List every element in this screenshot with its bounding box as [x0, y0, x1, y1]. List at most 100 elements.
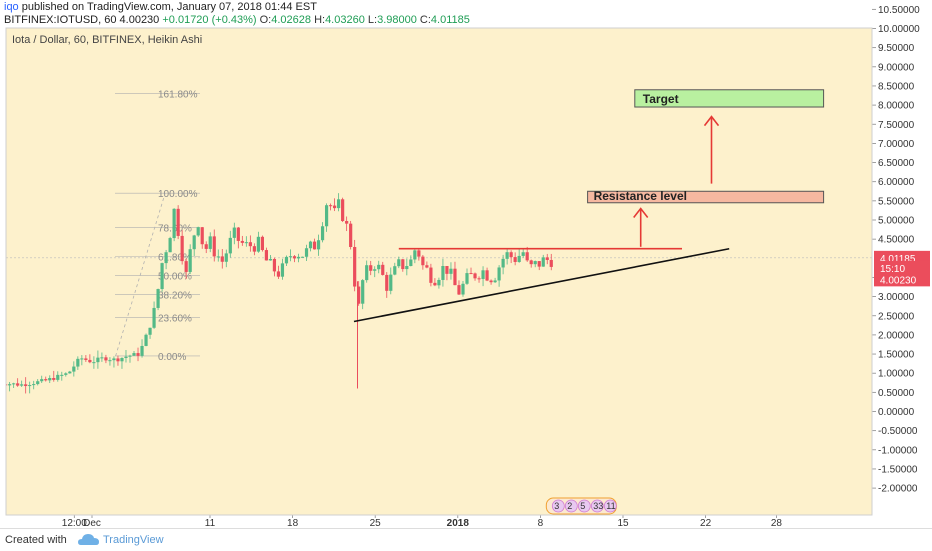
- created-with-text: Created with: [5, 534, 67, 546]
- candle-body: [501, 258, 505, 268]
- candle-body: [425, 265, 429, 268]
- tradingview-cloud-icon[interactable]: [78, 533, 100, 547]
- close-label: C:: [419, 14, 431, 26]
- candle-body: [453, 268, 457, 286]
- candle-body: [433, 282, 437, 286]
- candle-body: [52, 377, 56, 380]
- event-marker-label: 5: [580, 501, 585, 511]
- candle-body: [276, 271, 281, 277]
- candle-body: [192, 235, 196, 250]
- price-axis-label: 1.00000: [878, 369, 915, 380]
- candle-body: [296, 256, 301, 259]
- candle-body: [60, 374, 64, 376]
- candle-body: [152, 307, 156, 328]
- candle-body: [56, 374, 60, 380]
- time-axis-label: 25: [370, 518, 382, 528]
- candle-body: [148, 327, 152, 335]
- price-axis-label: 2.50000: [878, 311, 915, 322]
- time-axis-label: 12:00: [62, 518, 87, 528]
- candle-body: [497, 267, 501, 281]
- candle-body: [8, 384, 12, 386]
- candle-body: [224, 253, 228, 262]
- candle-body: [6, 384, 8, 386]
- candle-body: [545, 257, 549, 260]
- candle-body: [341, 199, 345, 222]
- candle-body: [156, 289, 160, 308]
- time-axis-label: 2018: [447, 518, 470, 528]
- candle-body: [513, 257, 517, 262]
- price-label-text: 15:10: [880, 264, 905, 275]
- resistance-box-label: Resistance level: [594, 189, 687, 203]
- candle-body: [405, 265, 409, 270]
- candle-body: [288, 256, 293, 258]
- candle-body: [280, 263, 285, 277]
- candle-body: [92, 362, 96, 364]
- fib-trend-line: [115, 193, 166, 357]
- candle-body: [337, 199, 341, 209]
- chart-title: Iota / Dollar, 60, BITFINEX, Heikin Ashi: [12, 34, 202, 46]
- candle-body: [212, 236, 216, 257]
- price-axis-label: -2.00000: [878, 484, 918, 495]
- candle-body: [44, 379, 48, 381]
- candle-body: [445, 266, 449, 274]
- author-link[interactable]: iqo: [4, 1, 19, 13]
- fib-level-label: 161.80%: [158, 90, 198, 101]
- candle-body: [377, 264, 381, 270]
- candle-body: [64, 373, 68, 375]
- candle-body: [36, 381, 40, 385]
- candle-body: [204, 244, 208, 249]
- price-axis-label: -1.50000: [878, 464, 918, 475]
- fib-level-label: 38.20%: [158, 291, 192, 302]
- candle-body: [537, 261, 541, 267]
- price-axis-label: 6.50000: [878, 158, 915, 169]
- target-box: [634, 89, 825, 108]
- last-price: 4.00230: [119, 14, 160, 26]
- price-axis-label: 8.50000: [878, 81, 915, 92]
- price-label-text: 4.01185: [880, 254, 916, 265]
- price-chart[interactable]: Iota / Dollar, 60, BITFINEX, Heikin Ashi…: [0, 0, 932, 528]
- price-axis-label: 4.50000: [878, 235, 915, 246]
- candle-body: [369, 265, 373, 271]
- time-axis-label: 15: [617, 518, 629, 528]
- candle-body: [485, 270, 489, 281]
- price-axis-label: 5.50000: [878, 196, 915, 207]
- candle-body: [208, 236, 212, 249]
- candle-body: [393, 266, 397, 275]
- candle-body: [128, 355, 132, 357]
- candle-body: [132, 353, 136, 356]
- candle-body: [196, 227, 200, 236]
- candle-body: [248, 242, 252, 247]
- candle-body: [461, 283, 465, 295]
- tradingview-brand[interactable]: TradingView: [103, 534, 164, 546]
- candle-body: [324, 205, 329, 227]
- publish-info: published on TradingView.com, January 07…: [21, 1, 317, 13]
- candle-body: [72, 366, 76, 372]
- candle-body: [112, 358, 116, 361]
- arrow-small-head: [633, 207, 649, 219]
- arrow-large-head: [703, 115, 720, 127]
- time-axis-label: 28: [771, 518, 783, 528]
- candle-body: [80, 358, 84, 360]
- candle-body: [509, 252, 513, 258]
- price-label-box: [874, 260, 930, 275]
- close-value: 4.01185: [430, 14, 470, 26]
- price-axis-label: -0.50000: [878, 426, 918, 437]
- candle-body: [361, 280, 365, 304]
- high-label: H:: [314, 14, 326, 26]
- price-axis-label: 10.50000: [878, 5, 920, 16]
- candle-body: [256, 236, 260, 252]
- candle-body: [48, 377, 52, 381]
- candle-body: [200, 227, 204, 245]
- event-marker-label: 11: [606, 501, 615, 511]
- publish-line: iqo published on TradingView.com, Januar…: [4, 1, 317, 13]
- candle-body: [300, 256, 305, 258]
- candle-body: [228, 237, 232, 254]
- candle-body: [100, 357, 104, 359]
- candle-body: [517, 255, 521, 262]
- candle-body: [541, 257, 545, 267]
- candle-body: [40, 379, 44, 382]
- candle-body: [469, 273, 473, 275]
- candle-body: [316, 240, 321, 250]
- candle-body: [465, 273, 469, 284]
- candle-body: [521, 252, 525, 256]
